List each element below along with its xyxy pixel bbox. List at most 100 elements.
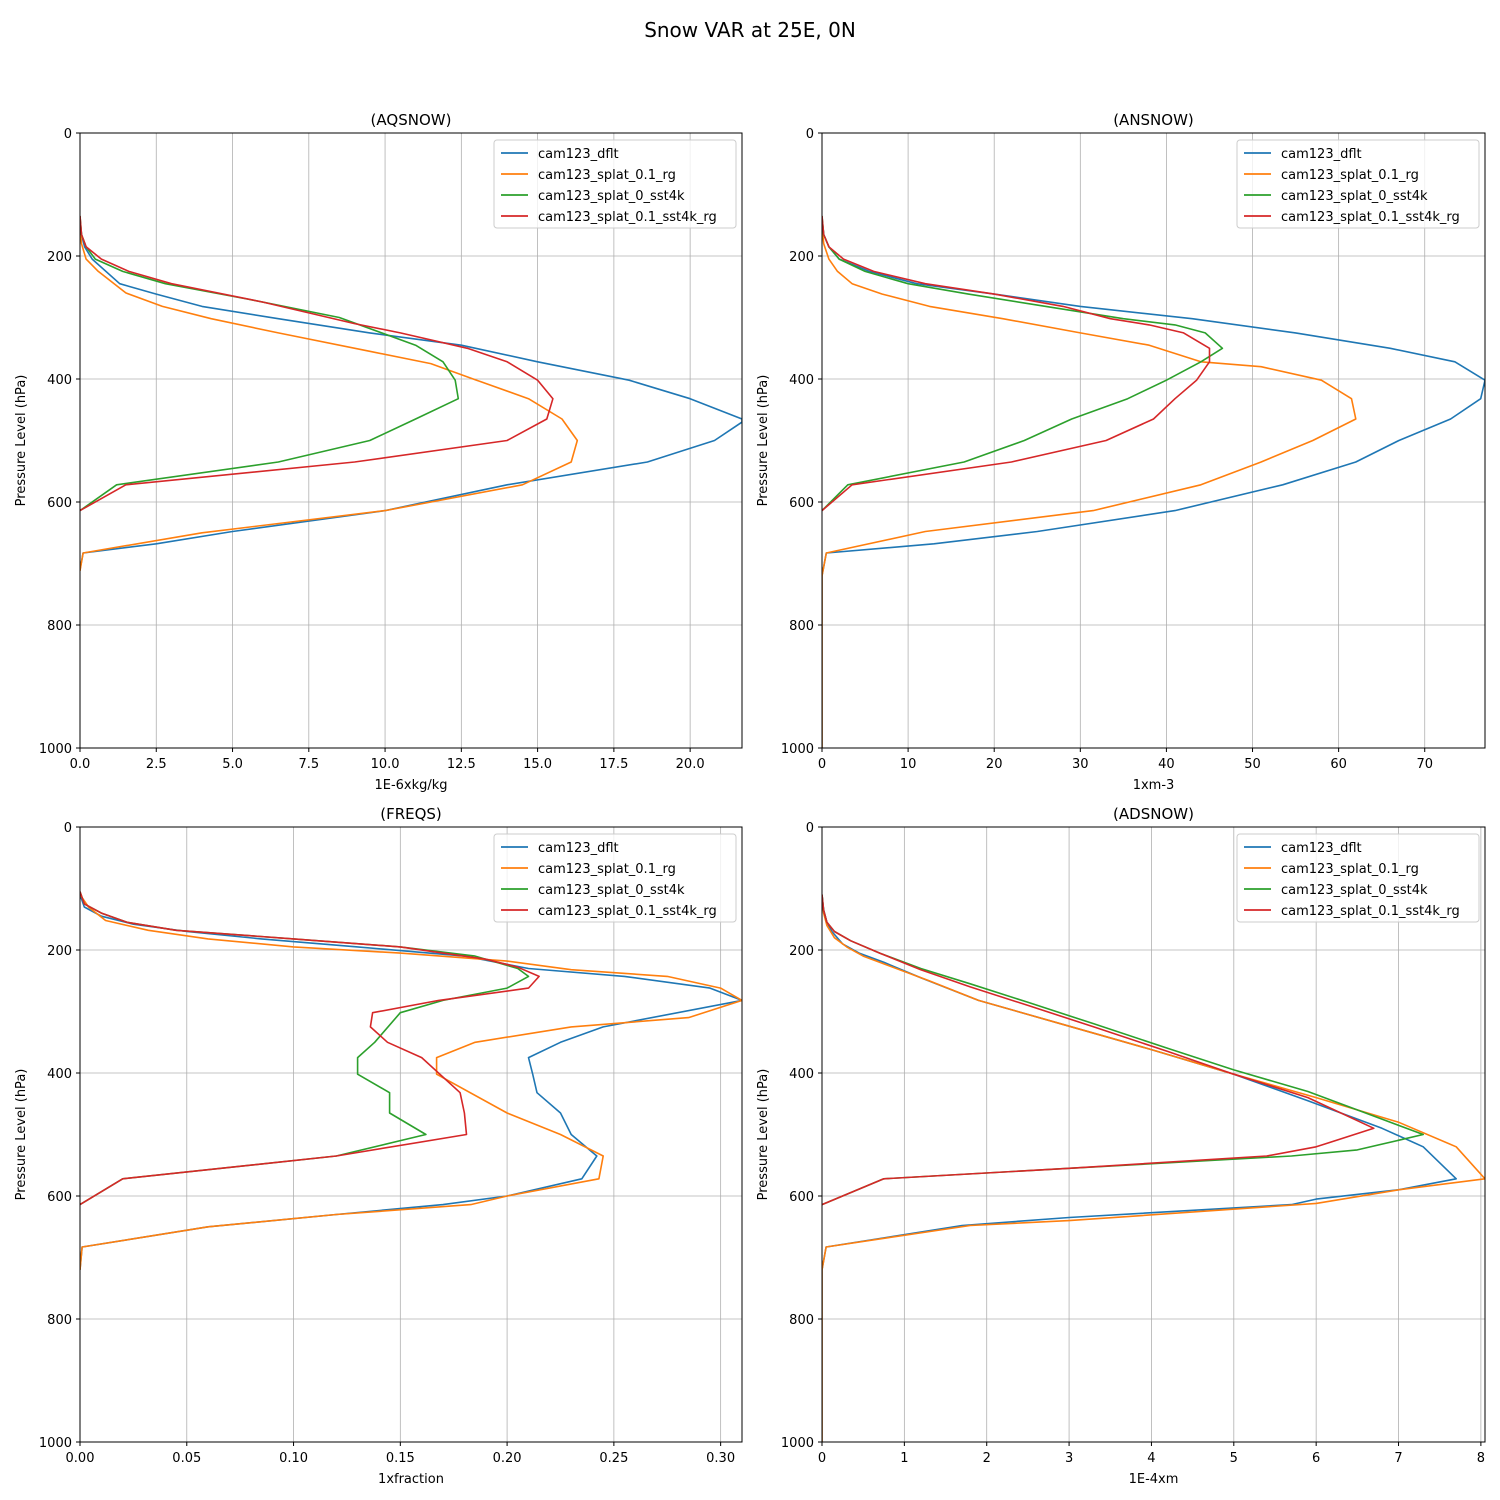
- y-tick-label: 400: [789, 373, 814, 388]
- x-tick-label: 10.0: [371, 757, 400, 772]
- x-tick-label: 7: [1394, 1451, 1402, 1466]
- series-line-cam123-splat-0-1-sst4k-rg: [822, 215, 1211, 512]
- series-line-cam123-splat-0-1-rg: [80, 225, 579, 572]
- legend-entry: cam123_dflt: [538, 841, 619, 856]
- legend-entry: cam123_splat_0.1_rg: [1281, 862, 1419, 877]
- legend-entry: cam123_splat_0.1_sst4k_rg: [538, 210, 717, 225]
- legend-entry: cam123_splat_0.1_sst4k_rg: [1281, 210, 1460, 225]
- series-line-cam123-splat-0-1-rg: [822, 225, 1357, 748]
- x-tick-label: 2: [983, 1451, 991, 1466]
- subplot-title: (AQSNOW): [371, 111, 452, 129]
- x-tick-label: 0: [818, 1451, 826, 1466]
- y-tick-label: 0: [64, 127, 72, 142]
- x-tick-label: 5.0: [222, 757, 243, 772]
- y-tick-label: 800: [47, 619, 72, 634]
- x-tick-label: 0.20: [493, 1451, 522, 1466]
- y-tick-label: 1000: [781, 742, 814, 757]
- x-tick-label: 40: [1158, 757, 1175, 772]
- legend-entry: cam123_splat_0.1_rg: [538, 862, 676, 877]
- axes-frame: [821, 132, 1486, 749]
- x-tick-label: 6: [1312, 1451, 1320, 1466]
- y-axis-label: Pressure Level (hPa): [14, 1069, 29, 1201]
- figure-title: Snow VAR at 25E, 0N: [644, 18, 856, 42]
- subplot-title: (ADSNOW): [1113, 805, 1194, 823]
- x-tick-label: 0: [818, 757, 826, 772]
- y-tick-label: 0: [806, 821, 814, 836]
- y-tick-label: 0: [806, 127, 814, 142]
- y-tick-label: 1000: [781, 1436, 814, 1451]
- legend-entry: cam123_dflt: [1281, 841, 1362, 856]
- x-tick-label: 20.0: [676, 757, 705, 772]
- legend-entry: cam123_splat_0_sst4k: [1281, 883, 1428, 898]
- legend-box: [493, 139, 737, 229]
- legend-entry: cam123_splat_0.1_sst4k_rg: [538, 904, 717, 919]
- legend-entry: cam123_dflt: [538, 147, 619, 162]
- legend-entry: cam123_splat_0_sst4k: [538, 189, 685, 204]
- legend: cam123_dflt cam123_splat_0.1_rg cam123_spl…: [493, 139, 737, 229]
- series-line-cam123-splat-0-1-sst4k-rg: [80, 215, 554, 512]
- subplot-title: (ANSNOW): [1113, 111, 1194, 129]
- y-tick-label: 600: [47, 496, 72, 511]
- x-tick-label: 4: [1147, 1451, 1155, 1466]
- legend-entry: cam123_splat_0.1_rg: [1281, 168, 1419, 183]
- y-tick-label: 1000: [39, 1436, 72, 1451]
- x-tick-label: 0.05: [172, 1451, 201, 1466]
- subplot-adsnow: 0 1 2 3 4 5 6 7 8 0 200 400 600 800 1000 (ADSNOW) 1E-4xm…: [756, 805, 1486, 1487]
- series-line-cam123-splat-0-sst4k: [822, 894, 1424, 1206]
- x-tick-label: 17.5: [599, 757, 628, 772]
- series-line-cam123-splat-0-sst4k: [822, 215, 1224, 512]
- x-tick-label: 5: [1230, 1451, 1238, 1466]
- y-tick-label: 1000: [39, 742, 72, 757]
- y-tick-label: 200: [47, 944, 72, 959]
- y-tick-label: 400: [47, 1067, 72, 1082]
- series-line-cam123-splat-0-1-sst4k-rg: [822, 894, 1375, 1206]
- x-tick-label: 8: [1477, 1451, 1485, 1466]
- legend: cam123_dflt cam123_splat_0.1_rg cam123_spl…: [1236, 833, 1480, 923]
- legend-box: [1236, 833, 1480, 923]
- legend-box: [1236, 139, 1480, 229]
- x-tick-label: 12.5: [447, 757, 476, 772]
- x-tick-label: 50: [1244, 757, 1261, 772]
- subplot-freqs: 0.00 0.05 0.10 0.15 0.20 0.25 0.30 0 200 400 600 80…: [14, 805, 743, 1487]
- legend-entry: cam123_splat_0_sst4k: [1281, 189, 1428, 204]
- x-tick-label: 0.15: [386, 1451, 415, 1466]
- subplot-aqsnow: 0.0 2.5 5.0 7.5 10.0 12.5 15.0 17.5 20.0 0 200 400 6…: [14, 111, 743, 793]
- legend: cam123_dflt cam123_splat_0.1_rg cam123_spl…: [493, 833, 737, 923]
- series-line-cam123-dflt: [80, 894, 742, 1270]
- legend: cam123_dflt cam123_splat_0.1_rg cam123_spl…: [1236, 139, 1480, 229]
- x-tick-label: 30: [1072, 757, 1089, 772]
- series-line-cam123-dflt: [822, 219, 1485, 748]
- x-tick-label: 0.25: [599, 1451, 628, 1466]
- series-line-cam123-splat-0-sst4k: [80, 215, 460, 512]
- legend-entry: cam123_dflt: [1281, 147, 1362, 162]
- y-tick-label: 600: [47, 1190, 72, 1205]
- x-tick-label: 0.30: [706, 1451, 735, 1466]
- subplot-ansnow: 0 10 20 30 40 50 60 70 0 200 400 600 800 1000 (ANSNOW)…: [756, 111, 1486, 793]
- x-tick-label: 3: [1065, 1451, 1073, 1466]
- y-tick-label: 800: [47, 1313, 72, 1328]
- legend-entry: cam123_splat_0.1_rg: [538, 168, 676, 183]
- x-axis-label: 1xm-3: [1133, 778, 1175, 793]
- y-tick-label: 200: [47, 250, 72, 265]
- y-axis-label: Pressure Level (hPa): [756, 375, 771, 507]
- x-tick-label: 7.5: [298, 757, 319, 772]
- x-tick-label: 60: [1330, 757, 1347, 772]
- x-tick-label: 15.0: [523, 757, 552, 772]
- axes-frame: [821, 826, 1486, 1443]
- series-line-cam123-splat-0-1-sst4k-rg: [80, 891, 540, 1206]
- y-tick-label: 600: [789, 496, 814, 511]
- legend-box: [493, 833, 737, 923]
- y-tick-label: 400: [789, 1067, 814, 1082]
- y-tick-label: 0: [64, 821, 72, 836]
- x-axis-label: 1E-4xm: [1129, 1472, 1179, 1487]
- x-tick-label: 0.00: [66, 1451, 95, 1466]
- x-tick-label: 70: [1416, 757, 1433, 772]
- x-tick-label: 1: [900, 1451, 908, 1466]
- y-axis-label: Pressure Level (hPa): [14, 375, 29, 507]
- y-tick-label: 600: [789, 1190, 814, 1205]
- y-tick-label: 400: [47, 373, 72, 388]
- x-tick-label: 0.0: [70, 757, 91, 772]
- x-tick-label: 20: [986, 757, 1003, 772]
- x-axis-label: 1xfraction: [378, 1472, 444, 1487]
